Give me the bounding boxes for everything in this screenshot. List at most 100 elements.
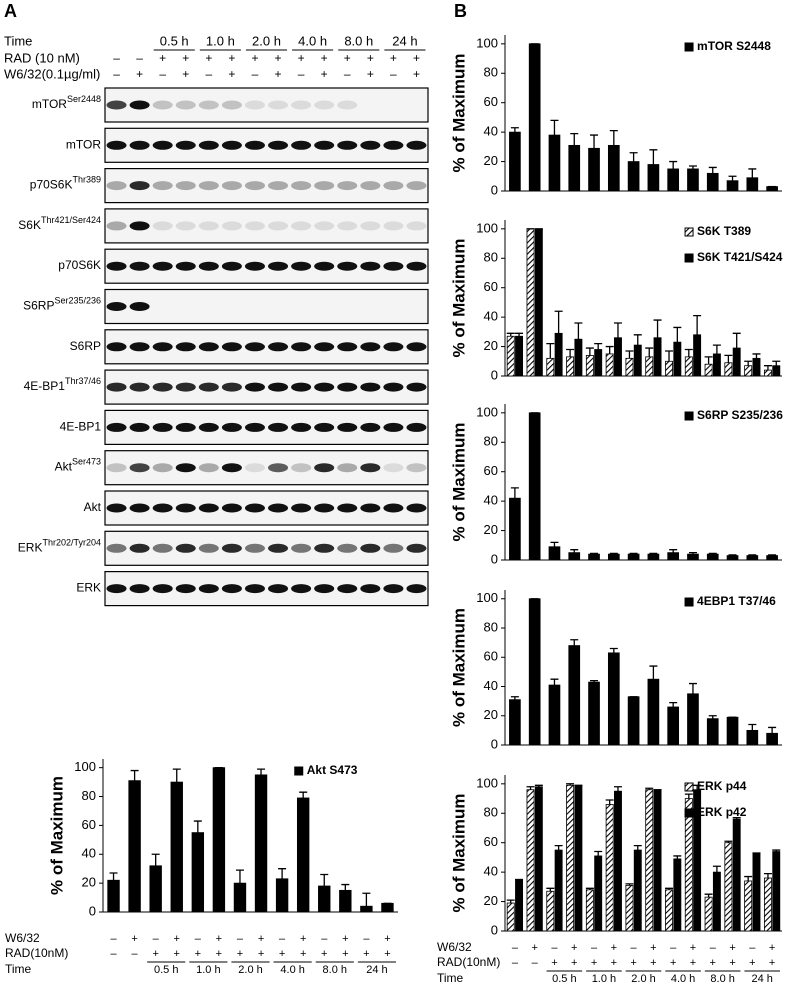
condition-sign: – [205,67,212,81]
error-bar [585,347,594,356]
bar [614,790,622,932]
time-label: 0.5 h [160,33,189,48]
band [314,181,335,191]
bar [275,878,289,913]
band [198,261,219,271]
error-bar [712,344,721,354]
bar [625,884,634,932]
band [291,503,312,513]
band [106,503,127,513]
band [383,422,404,432]
error-bar [665,887,674,890]
band [383,140,404,150]
band [291,382,312,392]
condition-sign: + [363,948,369,960]
condition-sign: + [237,948,243,960]
condition-sign: + [216,933,222,945]
band [106,100,127,110]
error-bar [550,119,559,136]
error-bar [609,552,618,555]
band [244,181,265,191]
blot-frame [104,87,429,123]
band [106,221,127,231]
y-tick-label: 60 [484,94,498,109]
error-bar [193,820,202,833]
band [129,463,150,473]
y-tick-label: 60 [82,817,96,832]
error-bar [625,883,634,886]
bar [667,706,680,746]
band [221,181,242,191]
error-bar [510,127,519,133]
error-bar [570,132,579,146]
bar [732,347,741,377]
band [291,221,312,231]
bar [665,889,673,932]
bar [763,369,772,377]
legend-swatch [294,766,304,776]
band [337,221,358,231]
error-bar [645,347,654,357]
condition-label: W6/32 [5,931,40,945]
band [175,463,196,473]
band [221,261,242,271]
error-bar [693,315,702,335]
panel-label: A [4,1,17,21]
bar [170,781,183,913]
condition-sign: – [237,933,244,945]
condition-sign: + [591,957,597,969]
condition-sign: + [174,948,180,960]
bar [509,699,521,746]
bar [706,718,719,746]
bar [128,780,141,913]
error-bar [574,322,583,340]
bar [647,553,660,561]
band [291,261,312,271]
row-label-sup: Ser2448 [67,94,101,104]
band [314,140,335,150]
row-label-sup: Thr37/46 [65,376,101,386]
time-label: 8.0 h [710,973,734,984]
band [314,422,335,432]
header-label: Time [4,33,32,48]
condition-sign: – [512,942,519,954]
error-bar [728,175,737,181]
error-bar [109,872,118,881]
band [129,181,150,191]
time-label: 1.0 h [196,964,220,976]
band [244,584,265,594]
y-tick-label: 60 [484,463,498,478]
error-bar [526,786,535,790]
error-bar [732,817,741,820]
y-tick-label: 80 [484,250,498,265]
error-bar [704,893,713,898]
legend-label: ERK p44 [697,779,747,793]
band [360,261,381,271]
band [175,382,196,392]
error-bar [550,678,559,686]
header-label: RAD (10 nM) [4,50,80,65]
error-bar [613,322,622,338]
band [291,100,312,110]
band [175,342,196,352]
error-bar [506,332,515,337]
error-bar [673,855,682,859]
bar [667,552,680,561]
band [198,140,219,150]
bar [548,546,561,561]
condition-sign: – [195,933,202,945]
blot-frame [104,208,429,244]
bar [687,168,699,192]
bar [744,880,753,932]
band [152,463,173,473]
band [175,181,196,191]
condition-sign: + [195,948,201,960]
panel-label: B [454,1,467,21]
error-bar [708,715,717,719]
condition-label: Time [437,971,464,984]
bar [687,693,699,746]
bar [732,818,741,932]
y-tick-label: 0 [491,922,498,937]
y-axis-label: % of Maximum [449,422,468,541]
bar [566,784,575,932]
